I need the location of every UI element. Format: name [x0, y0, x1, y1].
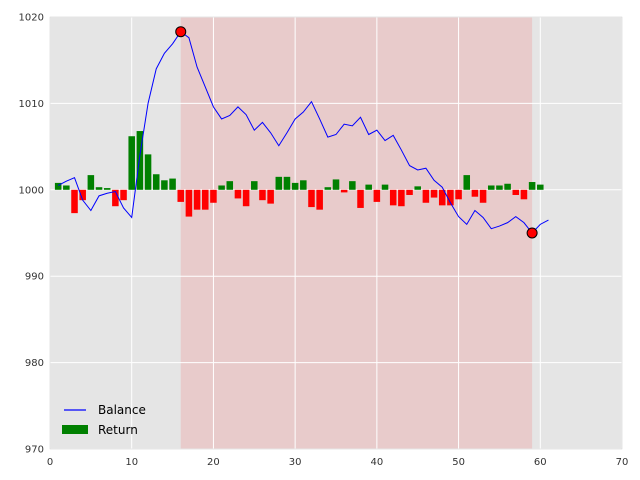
return-bar	[267, 189, 274, 204]
return-bar	[300, 180, 307, 190]
x-tick-label: 50	[452, 457, 465, 468]
return-bar	[430, 189, 438, 198]
x-tick-label: 20	[207, 457, 220, 468]
y-tick-label: 970	[25, 445, 44, 456]
legend: Balance Return	[62, 403, 146, 437]
return-bar	[455, 189, 462, 200]
return-bar	[112, 189, 119, 207]
x-tick-label: 30	[289, 457, 302, 468]
return-bar	[487, 185, 495, 190]
return-bar	[120, 189, 127, 201]
return-bar	[463, 175, 471, 190]
legend-balance-label: Balance	[98, 403, 146, 417]
return-bar	[332, 179, 340, 190]
return-bar	[520, 189, 528, 200]
return-bar	[324, 187, 332, 190]
return-bar	[71, 189, 78, 214]
y-tick-label: 1010	[19, 99, 44, 110]
return-bar	[438, 189, 446, 206]
extreme-marker	[175, 26, 187, 38]
return-bar	[389, 189, 397, 206]
return-bar	[291, 182, 299, 190]
return-bar	[210, 189, 217, 203]
return-bar	[128, 136, 135, 190]
return-bar	[504, 183, 511, 190]
return-bar	[79, 189, 86, 201]
return-bar	[496, 185, 503, 190]
return-bar	[447, 189, 454, 206]
y-tick-label: 980	[25, 358, 44, 369]
return-bar	[365, 184, 372, 190]
return-bar	[373, 189, 381, 202]
balance-line	[57, 30, 549, 234]
return-bar	[87, 175, 95, 190]
return-bar	[349, 181, 356, 190]
plot-frame	[49, 16, 623, 450]
return-bar	[528, 182, 536, 190]
x-tick-label: 0	[47, 457, 53, 468]
return-bar	[201, 189, 209, 210]
return-bar	[103, 188, 111, 190]
legend-return-label: Return	[98, 423, 138, 437]
return-bar	[537, 184, 544, 190]
return-bar	[177, 189, 185, 202]
return-bar	[185, 189, 193, 217]
return-bar	[193, 189, 201, 210]
return-bar	[414, 186, 421, 190]
x-tick-label: 60	[534, 457, 547, 468]
x-tick-label: 10	[125, 457, 138, 468]
return-bar	[234, 189, 242, 199]
return-bar	[422, 189, 430, 203]
return-bar	[479, 189, 487, 203]
return-bar	[259, 189, 266, 201]
x-tick-label: 40	[370, 457, 383, 468]
return-bar	[398, 189, 405, 207]
return-bar	[152, 174, 160, 190]
return-bar	[169, 178, 176, 190]
markers	[175, 26, 538, 239]
return-bar	[226, 181, 234, 190]
return-bar	[251, 181, 258, 190]
y-tick-label: 990	[25, 272, 44, 283]
legend-return-swatch	[62, 425, 88, 434]
return-bar	[63, 185, 70, 190]
return-bar	[283, 176, 291, 190]
balance-line-group	[57, 30, 549, 234]
return-bar	[54, 182, 62, 190]
return-bar	[275, 176, 283, 190]
return-bar	[95, 187, 103, 190]
return-bar	[340, 189, 348, 193]
return-bar	[242, 189, 250, 207]
return-bar	[316, 189, 323, 210]
return-bar	[471, 189, 479, 197]
extreme-marker	[526, 227, 538, 239]
return-bar	[144, 154, 152, 190]
return-bar	[136, 131, 144, 190]
return-bars	[54, 131, 544, 217]
highlight-region	[180, 17, 533, 449]
return-bar	[161, 180, 168, 190]
return-bar	[512, 189, 520, 195]
return-bar	[218, 185, 225, 190]
return-bar	[381, 184, 389, 190]
return-bar	[308, 189, 315, 208]
y-tick-label: 1000	[19, 185, 44, 196]
return-bar	[357, 189, 364, 208]
x-tick-label: 70	[616, 457, 629, 468]
return-bar	[406, 189, 413, 195]
y-tick-label: 1020	[19, 13, 44, 24]
